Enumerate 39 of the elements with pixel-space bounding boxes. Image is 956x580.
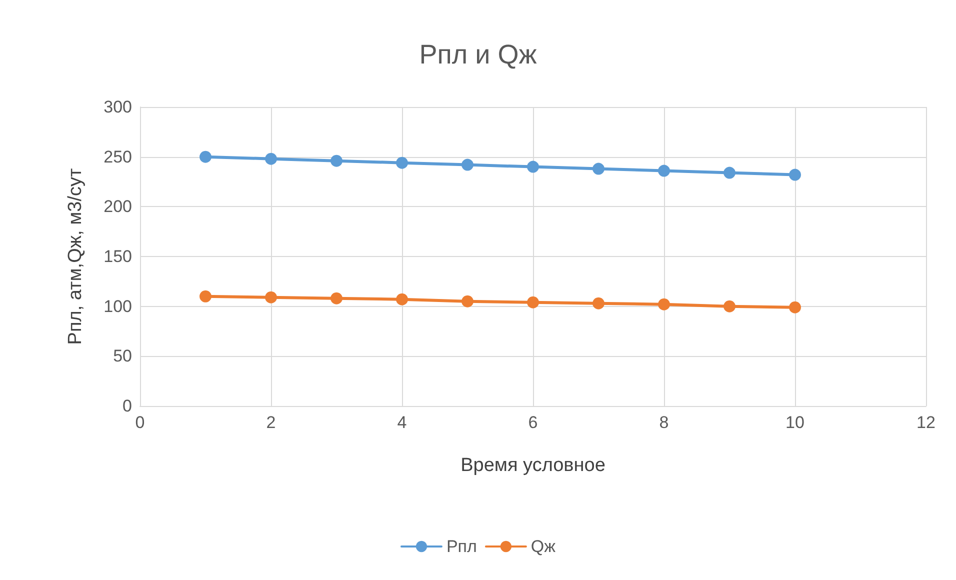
point bbox=[789, 301, 801, 314]
x-tick-label: 0 bbox=[135, 413, 145, 432]
point bbox=[527, 160, 539, 173]
point bbox=[658, 298, 670, 310]
point bbox=[462, 295, 474, 308]
point bbox=[330, 292, 342, 304]
x-tick-label: 4 bbox=[397, 413, 407, 432]
point bbox=[658, 164, 670, 177]
point bbox=[330, 154, 342, 167]
point bbox=[462, 158, 474, 171]
point bbox=[724, 166, 736, 179]
point bbox=[200, 290, 212, 302]
point bbox=[200, 150, 212, 163]
chart-title: Рпл и Qж bbox=[419, 40, 537, 70]
x-axis-title: Время условное bbox=[460, 455, 606, 476]
x-tick-label: 10 bbox=[786, 413, 804, 432]
legend-label: Qж bbox=[530, 537, 556, 556]
x-tick-label: 12 bbox=[916, 413, 936, 432]
point bbox=[592, 297, 604, 310]
point bbox=[396, 293, 408, 306]
y-tick-label: 200 bbox=[104, 197, 132, 216]
x-tick-label: 8 bbox=[659, 413, 669, 432]
point bbox=[265, 291, 277, 304]
y-tick-label: 100 bbox=[104, 296, 132, 316]
point bbox=[527, 296, 539, 308]
y-tick-label: 250 bbox=[104, 147, 132, 166]
legend-label: Рпл bbox=[446, 537, 477, 556]
y-tick-label: 150 bbox=[104, 247, 132, 266]
y-tick-label: 0 bbox=[122, 396, 132, 416]
point bbox=[265, 152, 277, 165]
x-tick-label: 6 bbox=[528, 413, 538, 432]
point bbox=[592, 162, 604, 175]
x-tick-label: 2 bbox=[266, 413, 276, 432]
y-axis-title: Рпл, атм,Qж, м3/сут bbox=[65, 168, 86, 345]
y-tick-label: 50 bbox=[113, 346, 132, 366]
point bbox=[724, 300, 736, 312]
y-tick-label: 300 bbox=[104, 98, 132, 116]
point bbox=[789, 168, 801, 181]
point bbox=[396, 156, 408, 169]
